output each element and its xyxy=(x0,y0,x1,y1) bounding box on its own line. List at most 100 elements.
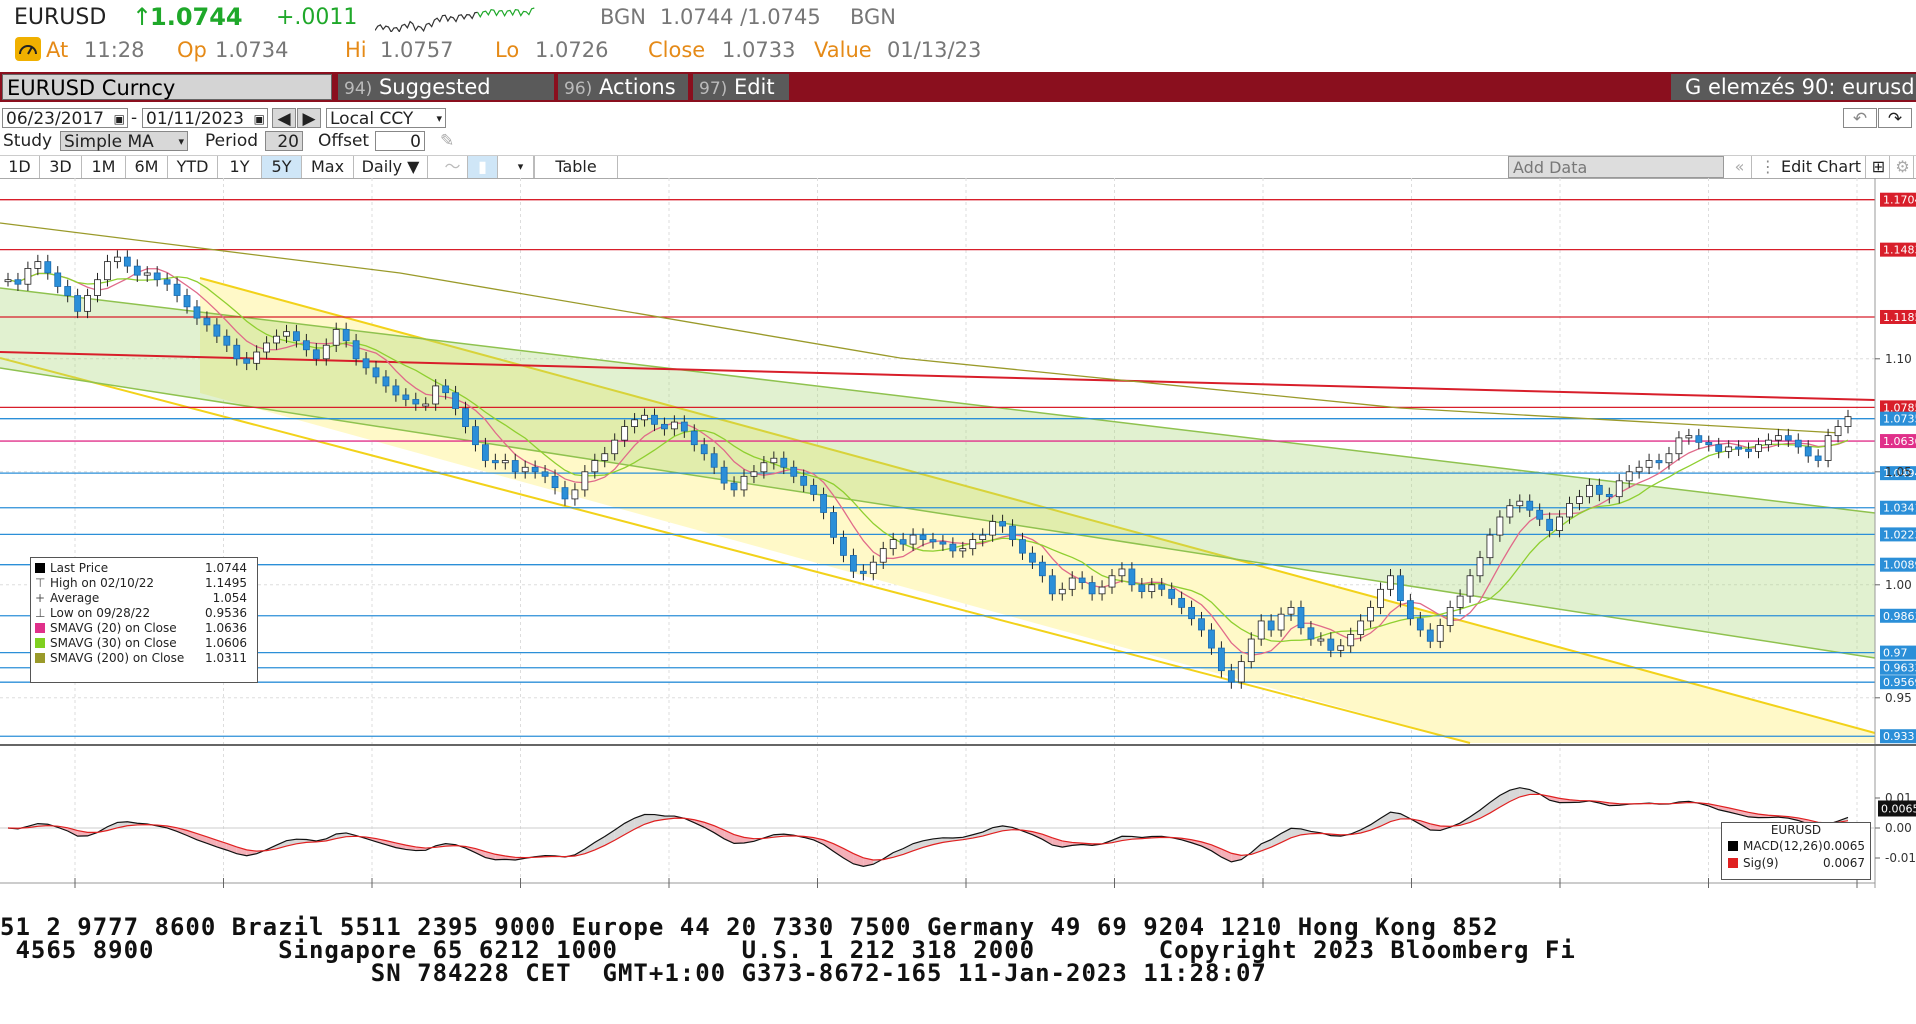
candle-body xyxy=(939,541,947,545)
candle-body xyxy=(1496,516,1504,536)
candle-body xyxy=(322,344,330,360)
collapse-icon[interactable]: « xyxy=(1728,156,1752,178)
candle-body xyxy=(1058,588,1066,595)
candle-body xyxy=(442,385,450,394)
candle-body xyxy=(750,471,758,477)
candle-body xyxy=(1426,629,1434,642)
candle-body xyxy=(1814,455,1822,461)
study-select[interactable]: Simple MA ▾ xyxy=(60,131,188,152)
offset-label: Offset xyxy=(318,131,370,151)
legend-swatch xyxy=(35,638,45,648)
offset-input[interactable]: 0 xyxy=(375,131,425,152)
tab-3d[interactable]: 3D xyxy=(40,156,82,178)
candle-body xyxy=(412,399,420,405)
price-chart[interactable]: 1.1704 1.1483 1.1185 1.07851.0735 1.0636 1.04… xyxy=(0,178,1916,888)
legend-value: 0.0067 xyxy=(1823,856,1865,870)
value-date: 01/13/23 xyxy=(887,38,982,62)
candle-body xyxy=(830,512,837,538)
chart-legend[interactable]: Last Price 1.0744 ⊤ High on 02/10/22 1.1495… xyxy=(30,557,258,683)
macd-fill xyxy=(1052,837,1063,848)
legend-label: Average xyxy=(50,591,100,605)
gear-icon[interactable]: ⚙ xyxy=(1892,156,1914,178)
level-label: 1.0089 xyxy=(1883,559,1916,572)
candle-body xyxy=(342,329,350,342)
candle-body xyxy=(680,421,688,432)
frequency-select[interactable]: Daily ▼ xyxy=(354,156,428,178)
candle-body xyxy=(312,349,320,360)
candle-body xyxy=(452,392,459,409)
macd-fill xyxy=(286,839,297,847)
candle-body xyxy=(1307,627,1315,640)
candle-body xyxy=(44,261,52,274)
candle-body xyxy=(94,279,101,296)
edit-menu[interactable]: 97) Edit ▾ xyxy=(693,74,789,125)
line-chart-icon[interactable]: 〜 xyxy=(438,156,468,178)
candle-body xyxy=(1526,500,1534,511)
candle-body xyxy=(1406,600,1414,620)
macd-tick-label: -0.01 xyxy=(1885,851,1916,865)
low-marker-icon: ⊥ xyxy=(35,606,46,620)
candle-body xyxy=(1605,493,1613,498)
band-lower-line xyxy=(0,367,1876,659)
tab-ytd[interactable]: YTD xyxy=(168,156,218,178)
pencil-icon[interactable]: ✎ xyxy=(440,131,455,151)
end-date-field[interactable]: 01/11/2023 ▣ xyxy=(142,108,268,129)
at-time: 11:28 xyxy=(84,38,145,62)
macd-fill xyxy=(932,837,943,845)
scroll-right-button[interactable]: ▶ xyxy=(297,108,321,129)
scroll-left-button[interactable]: ◀ xyxy=(272,108,296,129)
ticker-symbol[interactable]: EURUSD xyxy=(14,5,107,30)
candle-body xyxy=(1446,606,1454,626)
calendar-icon[interactable]: ▣ xyxy=(113,112,125,126)
candle-body xyxy=(641,414,648,421)
legend-label: SMAVG (20) on Close xyxy=(50,621,177,635)
calendar-icon[interactable]: ▣ xyxy=(253,112,265,126)
redo-button[interactable]: ↷ xyxy=(1878,108,1912,129)
candle-body xyxy=(1397,575,1404,602)
level-label: 1.0785 xyxy=(1883,401,1916,414)
macd-fill xyxy=(177,827,188,836)
undo-button[interactable]: ↶ xyxy=(1843,108,1877,129)
suggested-charts-button[interactable]: 94) Suggested Charts xyxy=(338,74,554,127)
macd-legend[interactable]: EURUSD MACD(12,26) 0.0065 Sig(9) 0.0067 xyxy=(1721,822,1871,880)
candle-body xyxy=(491,460,499,464)
candle-body xyxy=(1108,575,1116,588)
tab-6m[interactable]: 6M xyxy=(126,156,168,178)
candle-body xyxy=(1357,620,1365,635)
tab-1m[interactable]: 1M xyxy=(82,156,126,178)
candle-body xyxy=(1735,446,1742,450)
candle-body xyxy=(1645,460,1653,468)
candle-body xyxy=(432,385,440,405)
edit-chart-button[interactable]: ⋮ Edit Chart xyxy=(1756,156,1866,178)
start-date-value: 06/23/2017 xyxy=(6,109,104,129)
candle-body xyxy=(54,272,62,287)
start-date-field[interactable]: 06/23/2017 ▣ xyxy=(2,108,128,129)
tab-5y[interactable]: 5Y xyxy=(262,156,302,178)
candle-body xyxy=(1516,500,1524,507)
candle-body xyxy=(1218,647,1225,672)
tab-max[interactable]: Max xyxy=(302,156,354,178)
speedometer-icon[interactable] xyxy=(15,37,41,61)
level-label-box xyxy=(1880,434,1916,449)
candle-body xyxy=(273,335,280,344)
tab-1d[interactable]: 1D xyxy=(0,156,40,178)
period-input[interactable]: 20 xyxy=(265,131,303,152)
table-button[interactable]: Table xyxy=(534,156,618,178)
macd-fill xyxy=(634,814,645,830)
chart-type-dropdown-icon[interactable]: ▾ xyxy=(508,156,534,178)
macd-fill xyxy=(1360,824,1371,833)
candle-body xyxy=(1695,435,1703,443)
candle-body xyxy=(422,403,430,407)
currency-select[interactable]: Local CCY ▾ xyxy=(326,108,446,129)
bar-chart-icon[interactable]: ▮ xyxy=(468,156,498,178)
security-field[interactable]: EURUSD Curncy xyxy=(2,74,332,100)
candle-body xyxy=(531,466,539,473)
tab-1y[interactable]: 1Y xyxy=(218,156,262,178)
chart-settings-icon[interactable]: ⊞ xyxy=(1868,156,1890,178)
candle-body xyxy=(820,493,827,513)
candle-body xyxy=(790,466,798,477)
actions-menu[interactable]: 96) Actions ▾ xyxy=(558,74,688,125)
legend-label: Sig(9) xyxy=(1743,856,1779,870)
add-data-input[interactable]: Add Data xyxy=(1508,156,1724,178)
period-label: Period xyxy=(205,131,259,151)
